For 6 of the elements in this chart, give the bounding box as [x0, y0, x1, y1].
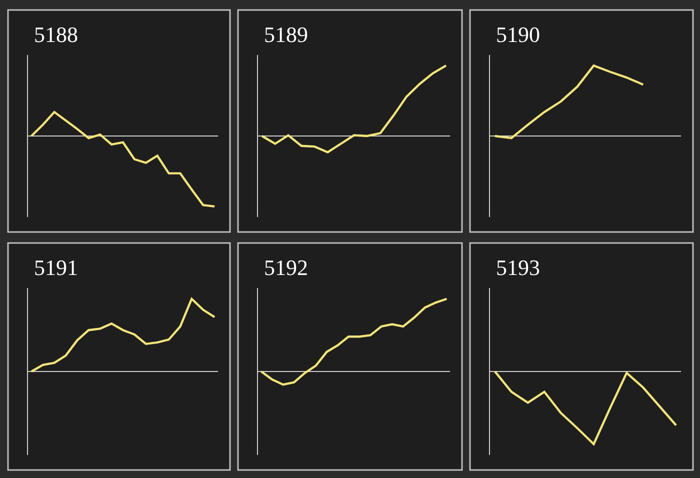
chart-title: 5189	[264, 22, 308, 47]
chart-title: 5193	[496, 255, 540, 280]
chart-title: 5191	[34, 255, 78, 280]
chart-title: 5192	[264, 255, 308, 280]
chart-title: 5188	[34, 22, 78, 47]
chart-title: 5190	[496, 22, 540, 47]
